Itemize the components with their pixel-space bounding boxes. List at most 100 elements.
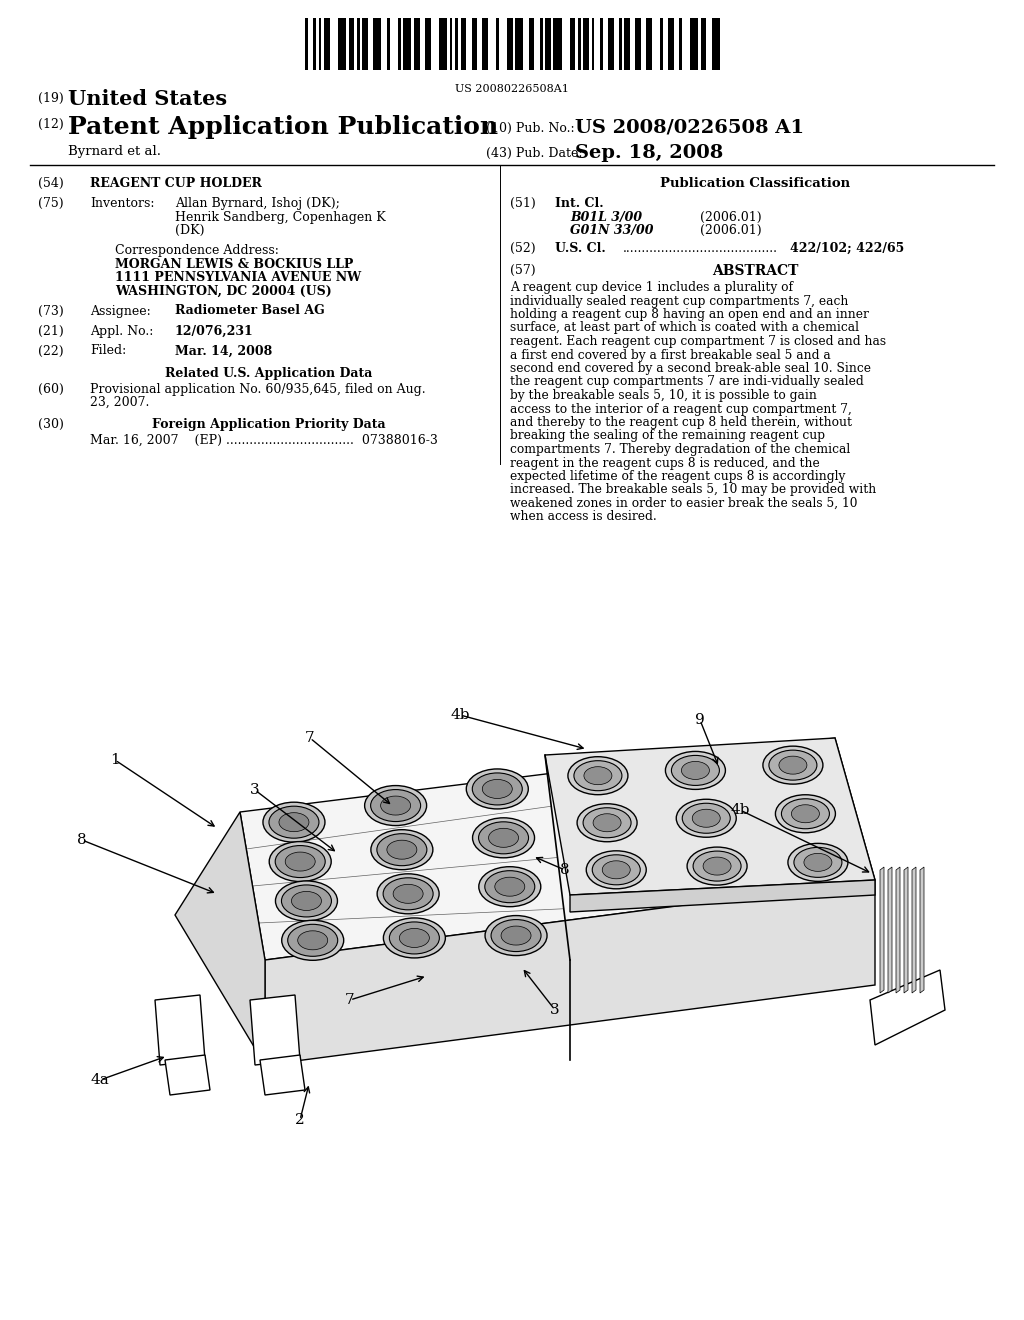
Text: and thereby to the reagent cup 8 held therein, without: and thereby to the reagent cup 8 held th… [510, 416, 852, 429]
Text: 8: 8 [560, 863, 569, 876]
Ellipse shape [763, 746, 823, 784]
Ellipse shape [769, 750, 817, 780]
Bar [357, 18, 359, 70]
Text: Correspondence Address:: Correspondence Address: [115, 244, 279, 257]
Text: (43) Pub. Date:: (43) Pub. Date: [486, 147, 583, 160]
Text: ABSTRACT: ABSTRACT [712, 264, 798, 279]
Ellipse shape [371, 789, 421, 821]
Polygon shape [545, 738, 874, 895]
Text: Related U.S. Application Data: Related U.S. Application Data [165, 367, 373, 380]
Polygon shape [155, 995, 205, 1065]
Text: 1111 PENNSYLVANIA AVENUE NW: 1111 PENNSYLVANIA AVENUE NW [115, 271, 361, 284]
Text: (57): (57) [510, 264, 536, 277]
Ellipse shape [573, 760, 622, 791]
Bar [700, 18, 707, 70]
Ellipse shape [682, 804, 730, 833]
Polygon shape [920, 867, 924, 993]
Text: WASHINGTON, DC 20004 (US): WASHINGTON, DC 20004 (US) [115, 285, 332, 297]
Bar [471, 18, 477, 70]
Ellipse shape [482, 779, 512, 799]
Ellipse shape [587, 851, 646, 888]
Text: 9: 9 [695, 713, 705, 727]
Ellipse shape [292, 891, 322, 911]
Text: 4b: 4b [451, 708, 470, 722]
Bar [398, 18, 400, 70]
Polygon shape [880, 867, 884, 993]
Text: second end covered by a second break-able seal 10. Since: second end covered by a second break-abl… [510, 362, 871, 375]
Text: (2006.01): (2006.01) [700, 210, 762, 223]
Ellipse shape [792, 805, 819, 822]
Bar [578, 18, 581, 70]
Ellipse shape [666, 751, 725, 789]
Text: by the breakable seals 5, 10, it is possible to gain: by the breakable seals 5, 10, it is poss… [510, 389, 817, 403]
Ellipse shape [282, 920, 344, 961]
Bar [425, 18, 431, 70]
Polygon shape [904, 867, 908, 993]
Ellipse shape [687, 847, 748, 886]
Ellipse shape [602, 861, 630, 879]
Text: a first end covered by a first breakable seal 5 and a: a first end covered by a first breakable… [510, 348, 830, 362]
Text: individually sealed reagent cup compartments 7, each: individually sealed reagent cup compartm… [510, 294, 848, 308]
Ellipse shape [381, 796, 411, 814]
Text: Publication Classification: Publication Classification [659, 177, 850, 190]
Text: United States: United States [68, 88, 227, 110]
Bar [349, 18, 354, 70]
Text: 8: 8 [77, 833, 87, 847]
Text: (12): (12) [38, 117, 63, 131]
Ellipse shape [383, 917, 445, 958]
Ellipse shape [377, 874, 439, 913]
Text: Sep. 18, 2008: Sep. 18, 2008 [575, 144, 723, 162]
Bar [362, 18, 368, 70]
Text: 7: 7 [345, 993, 354, 1007]
Ellipse shape [592, 855, 640, 884]
Ellipse shape [779, 756, 807, 774]
Text: Filed:: Filed: [90, 345, 126, 358]
Text: Byrnard et al.: Byrnard et al. [68, 145, 161, 158]
Ellipse shape [484, 871, 535, 903]
Ellipse shape [781, 799, 829, 829]
Bar [618, 18, 622, 70]
Bar [569, 18, 575, 70]
Ellipse shape [275, 846, 326, 878]
Ellipse shape [365, 785, 427, 825]
Text: 4a: 4a [91, 1073, 110, 1086]
Ellipse shape [282, 884, 332, 917]
Bar [528, 18, 535, 70]
Polygon shape [260, 1055, 305, 1096]
Polygon shape [250, 995, 300, 1065]
Text: MORGAN LEWIS & BOCKIUS LLP: MORGAN LEWIS & BOCKIUS LLP [115, 257, 353, 271]
Ellipse shape [568, 756, 628, 795]
Bar [438, 18, 446, 70]
Text: when access is desired.: when access is desired. [510, 511, 656, 524]
Text: Assignee:: Assignee: [90, 305, 151, 318]
Text: 23, 2007.: 23, 2007. [90, 396, 150, 409]
Text: Henrik Sandberg, Copenhagen K: Henrik Sandberg, Copenhagen K [175, 210, 386, 223]
Bar [461, 18, 466, 70]
Bar [496, 18, 499, 70]
Polygon shape [888, 867, 892, 993]
Text: reagent. Each reagent cup compartment 7 is closed and has: reagent. Each reagent cup compartment 7 … [510, 335, 886, 348]
Text: 7: 7 [305, 731, 314, 744]
Bar [690, 18, 698, 70]
Text: (21): (21) [38, 325, 63, 338]
Text: (52): (52) [510, 242, 536, 255]
Text: ........................................: ........................................ [623, 242, 778, 255]
Ellipse shape [478, 822, 528, 854]
Ellipse shape [703, 857, 731, 875]
Ellipse shape [371, 830, 433, 870]
Ellipse shape [501, 927, 531, 945]
Ellipse shape [692, 809, 720, 828]
Bar [374, 18, 382, 70]
Text: REAGENT CUP HOLDER: REAGENT CUP HOLDER [90, 177, 262, 190]
Ellipse shape [492, 920, 541, 952]
Text: reagent in the reagent cups 8 is reduced, and the: reagent in the reagent cups 8 is reduced… [510, 457, 820, 470]
Ellipse shape [263, 803, 325, 842]
Bar [338, 18, 346, 70]
Ellipse shape [269, 807, 318, 838]
Ellipse shape [804, 853, 831, 871]
Text: A reagent cup device 1 includes a plurality of: A reagent cup device 1 includes a plural… [510, 281, 793, 294]
Ellipse shape [681, 762, 710, 779]
Text: Mar. 14, 2008: Mar. 14, 2008 [175, 345, 272, 358]
Text: 3: 3 [550, 1003, 560, 1016]
Ellipse shape [389, 921, 439, 954]
